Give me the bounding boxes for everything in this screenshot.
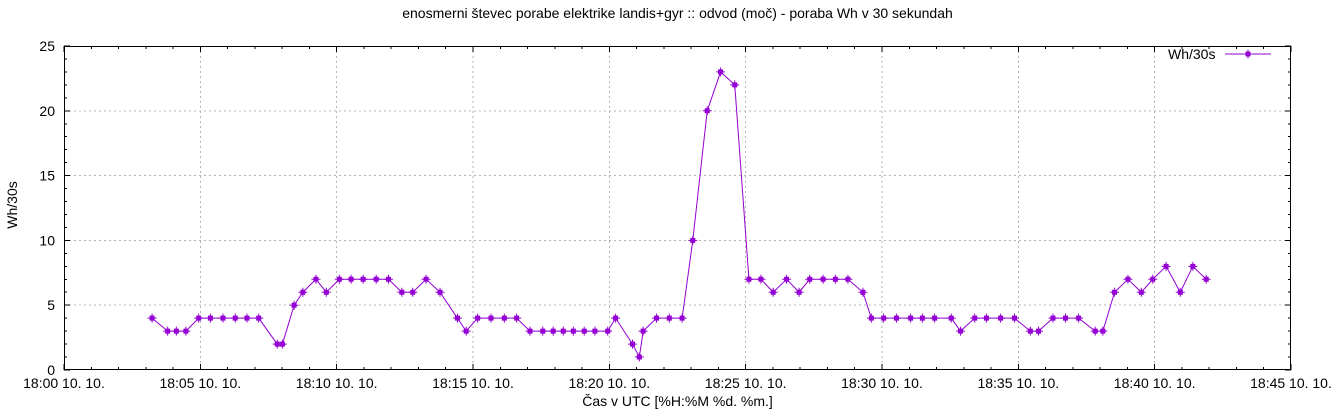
legend: Wh/30s [1168,46,1272,62]
y-tick-label: 5 [47,297,55,313]
y-tick-label: 25 [39,38,55,54]
plot-border [64,46,1291,370]
x-tick-label: 18:40 10. 10. [1114,375,1196,391]
chart-title: enosmerni števec porabe elektrike landis… [402,5,953,21]
x-tick-label: 18:45 10. 10. [1250,375,1332,391]
legend-label: Wh/30s [1168,46,1216,62]
legend-marker-square [1245,51,1251,57]
x-axis-label: Čas v UTC [%H:%M %d. %m.] [582,393,773,409]
x-tick-label: 18:05 10. 10. [159,375,241,391]
x-tick-label: 18:25 10. 10. [705,375,787,391]
y-tick-label: 0 [47,362,55,378]
data-point-squares [149,69,1209,360]
legend-line-sample-icon [1225,49,1272,59]
x-tick-label: 18:10 10. 10. [296,375,378,391]
x-tick-label: 18:35 10. 10. [977,375,1059,391]
y-tick-label: 20 [39,103,55,119]
x-tick-label: 18:00 10. 10. [23,375,105,391]
y-tick-label: 15 [39,168,55,184]
series-line [151,71,1207,359]
x-tick-label: 18:30 10. 10. [841,375,923,391]
tick-marks [63,45,1292,371]
y-tick-label: 10 [39,232,55,248]
x-tick-label: 18:15 10. 10. [432,375,514,391]
grid-lines [64,46,1291,370]
x-tick-label: 18:20 10. 10. [568,375,650,391]
y-axis-label: Wh/30s [4,181,20,229]
